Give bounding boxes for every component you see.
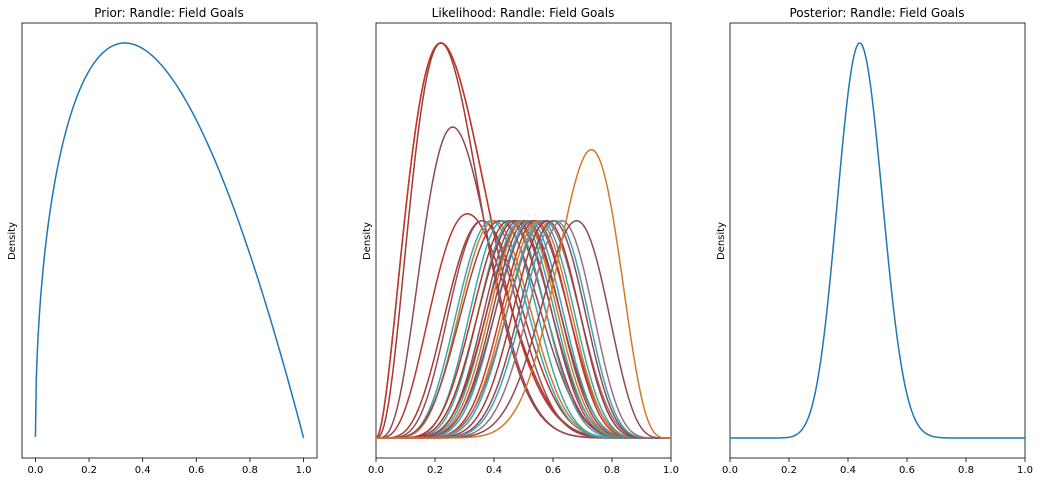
prior-xtick-label: 0.8 bbox=[242, 465, 258, 476]
posterior-panel: Posterior: Randle: Field Goals Density 0… bbox=[716, 6, 1033, 476]
likelihood-xtick-label: 0.8 bbox=[604, 465, 620, 476]
prior-title: Prior: Randle: Field Goals bbox=[94, 6, 244, 20]
prior-xtick-label: 0.6 bbox=[188, 465, 204, 476]
posterior-xtick-label: 0.2 bbox=[781, 465, 797, 476]
likelihood-curve bbox=[376, 148, 671, 439]
likelihood-xtick-label: 0.6 bbox=[545, 465, 561, 476]
posterior-ylabel: Density bbox=[716, 222, 727, 260]
likelihood-curves bbox=[375, 42, 671, 439]
prior-density-line bbox=[34, 42, 305, 439]
prior-ylabel: Density bbox=[7, 222, 18, 260]
prior-xtick-label: 1.0 bbox=[296, 465, 312, 476]
likelihood-xtick-label: 0.2 bbox=[427, 465, 443, 476]
posterior-xtick-label: 1.0 bbox=[1017, 465, 1033, 476]
posterior-xtick-label: 0.8 bbox=[958, 465, 974, 476]
likelihood-panel: Likelihood: Randle: Field Goals Density … bbox=[362, 6, 679, 476]
posterior-xtick-label: 0.6 bbox=[899, 465, 915, 476]
prior-curves bbox=[34, 42, 305, 439]
likelihood-ylabel: Density bbox=[362, 222, 373, 260]
posterior-xticks: 0.0 0.2 0.4 0.6 0.8 1.0 bbox=[722, 458, 1033, 476]
posterior-axes-frame bbox=[729, 22, 1026, 459]
likelihood-xtick-label: 1.0 bbox=[663, 465, 679, 476]
prior-xticks: 0.0 0.2 0.4 0.6 0.8 1.0 bbox=[27, 458, 312, 476]
posterior-xtick-label: 0.0 bbox=[722, 465, 738, 476]
likelihood-title: Likelihood: Randle: Field Goals bbox=[432, 6, 615, 20]
likelihood-xtick-label: 0.4 bbox=[486, 465, 502, 476]
likelihood-xticks: 0.0 0.2 0.4 0.6 0.8 1.0 bbox=[368, 458, 679, 476]
prior-axes-frame bbox=[21, 22, 318, 459]
likelihood-axes-frame bbox=[375, 22, 672, 459]
posterior-xtick-label: 0.4 bbox=[840, 465, 856, 476]
prior-xtick-label: 0.4 bbox=[135, 465, 151, 476]
prior-panel: Prior: Randle: Field Goals Density 0.0 0.… bbox=[7, 6, 318, 476]
posterior-curves bbox=[730, 42, 1025, 439]
posterior-title: Posterior: Randle: Field Goals bbox=[790, 6, 965, 20]
prior-xtick-label: 0.2 bbox=[81, 465, 97, 476]
posterior-density-line bbox=[730, 42, 1025, 439]
likelihood-xtick-label: 0.0 bbox=[368, 465, 384, 476]
prior-xtick-label: 0.0 bbox=[27, 465, 43, 476]
